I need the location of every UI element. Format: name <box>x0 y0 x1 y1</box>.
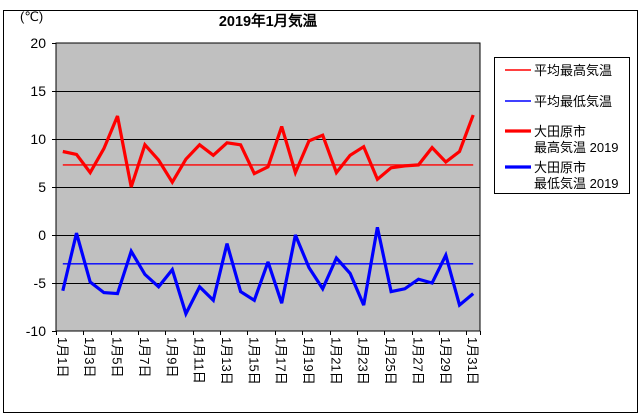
y-axis-label: -5 <box>34 275 47 291</box>
legend-item: 平均最高気温 <box>505 63 612 78</box>
x-axis-label: 1月21日 <box>328 337 343 385</box>
x-axis-label: 1月15日 <box>246 337 261 385</box>
y-axis-unit-label: (℃) <box>20 9 43 24</box>
x-axis-label: 1月29日 <box>438 337 453 385</box>
y-axis-label: 15 <box>30 83 46 99</box>
series-layer <box>61 114 475 318</box>
series-min-2019-line <box>61 226 475 318</box>
x-axis-label: 1月13日 <box>219 337 234 385</box>
x-axis-label: 1月25日 <box>383 337 398 385</box>
x-axis-label: 1月7日 <box>137 337 152 377</box>
x-axis-label: 1月3日 <box>82 337 97 377</box>
x-axis-label: 1月9日 <box>164 337 179 377</box>
x-axis-label: 1月5日 <box>110 337 125 377</box>
legend-label: 大田原市 <box>534 124 586 139</box>
y-axis-label: 20 <box>30 35 46 51</box>
y-axis-label: 5 <box>38 179 46 195</box>
legend-border <box>494 57 630 194</box>
legend-label: 最高気温 2019 <box>534 140 619 155</box>
legend-item: 平均最低気温 <box>505 94 612 109</box>
x-axis-label: 1月11日 <box>192 337 207 384</box>
x-axis-label: 1月19日 <box>301 337 316 385</box>
legend-label: 平均最高気温 <box>534 63 612 78</box>
y-axis-label: -10 <box>26 323 46 339</box>
series-max-2019-line <box>62 114 475 188</box>
x-axis-label: 1月23日 <box>356 337 371 385</box>
legend-label: 平均最低気温 <box>534 94 612 109</box>
x-axis-label: 1月17日 <box>274 337 289 385</box>
chart-title: 2019年1月気温 <box>219 12 318 30</box>
plot-area: 20 15 10 5 0 -5 -10 1月1日 1月3日 1月5日 1月7日 1月9日 1月11日 1月… <box>26 35 481 385</box>
x-axis-label: 1月31日 <box>465 337 480 385</box>
x-axis-label: 1月1日 <box>55 337 70 377</box>
x-axis-label: 1月27日 <box>411 337 426 385</box>
y-axis-label: 0 <box>38 227 46 243</box>
legend-label: 大田原市 <box>534 160 586 175</box>
y-axis-label: 10 <box>30 131 46 147</box>
legend-label: 最低気温 2019 <box>534 176 619 191</box>
